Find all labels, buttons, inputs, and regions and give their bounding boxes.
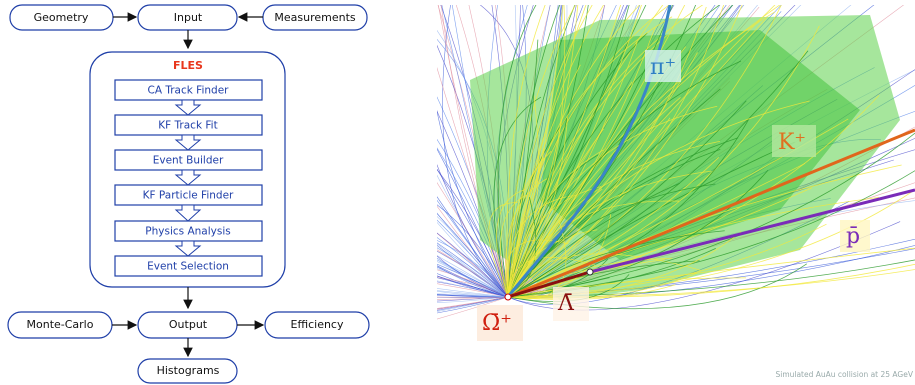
track: [0, 297, 508, 310]
particle-label: Λ̄: [557, 291, 575, 316]
node-label: Output: [169, 318, 208, 331]
step-label: KF Track Fit: [158, 120, 217, 132]
node-label: Histograms: [157, 364, 220, 377]
track: [0, 292, 508, 305]
node-label: Monte-Carlo: [27, 318, 94, 331]
page: Geometry Input Measurements FLES CA Trac…: [0, 0, 915, 385]
particle-label: Ω̄⁺: [482, 311, 512, 336]
node-label: Efficiency: [291, 318, 344, 331]
caption: Simulated AuAu collision at 25 AGeV: [775, 370, 913, 379]
node-label: Measurements: [274, 11, 356, 24]
particle-label: K⁺: [778, 130, 806, 155]
step-label: Physics Analysis: [145, 226, 230, 238]
step-label: KF Particle Finder: [143, 190, 234, 202]
node-label: Input: [174, 11, 203, 24]
node-label: Geometry: [34, 11, 89, 24]
flow-diagram: Geometry Input Measurements FLES CA Trac…: [8, 5, 369, 383]
step-label: Event Builder: [153, 155, 224, 167]
step-label: CA Track Finder: [148, 85, 230, 97]
particle-label: p̄: [846, 224, 860, 249]
step-label: Event Selection: [147, 261, 229, 273]
fles-title: FLES: [173, 59, 203, 72]
particle-label: π⁺: [650, 55, 676, 80]
